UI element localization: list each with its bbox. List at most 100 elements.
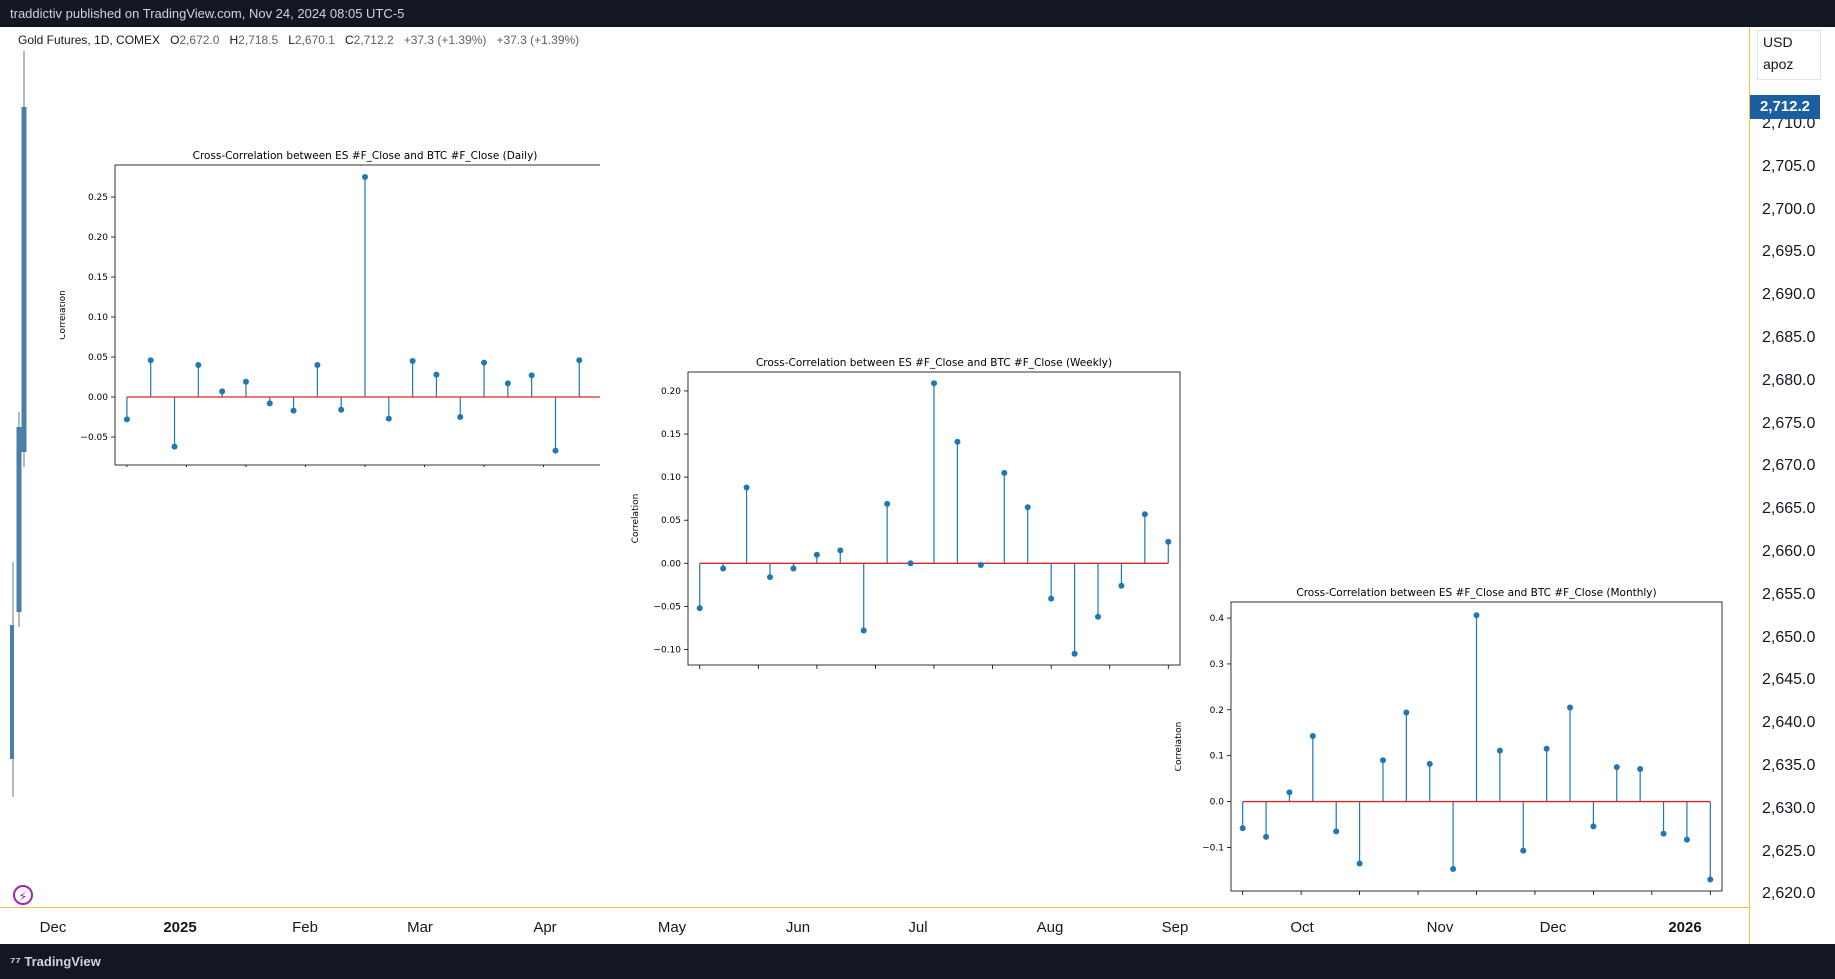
stem-marker (1543, 745, 1550, 752)
open-key: O (170, 33, 180, 47)
plot-frame (114, 164, 600, 466)
y-tick-label: 0.4 (1210, 614, 1225, 624)
stem-marker (1520, 847, 1527, 854)
stem-marker (147, 357, 154, 364)
tradingview-logo[interactable]: ⁷⁷ TradingView (10, 944, 101, 979)
stem-marker (1309, 732, 1316, 739)
price-axis-label: 2,690.0 (1762, 286, 1816, 304)
change-value-2: +37.3 (+1.39%) (496, 33, 580, 47)
stem-marker (720, 565, 727, 572)
price-axis-label: 2,670.0 (1762, 457, 1816, 475)
time-axis-label: Oct (1290, 919, 1314, 936)
publisher-text: traddictiv published on TradingView.com,… (10, 6, 405, 21)
plot-title: Cross-Correlation between ES #F_Close an… (1296, 587, 1656, 599)
weekly-xcorr-plot: Cross-Correlation between ES #F_Close an… (631, 357, 1181, 669)
stem-marker (1590, 823, 1597, 830)
y-axis-label: Correlation (631, 494, 641, 544)
stem-marker (1118, 582, 1125, 589)
currency-label: USD (1763, 34, 1793, 50)
y-tick-label: 0.20 (88, 233, 108, 243)
time-axis-label: Dec (39, 919, 67, 936)
currency-selector[interactable]: USD apoz (1757, 30, 1821, 80)
stem-marker (1613, 764, 1620, 771)
price-axis-label: 2,680.0 (1762, 371, 1816, 389)
price-axis[interactable]: 2,710.0 2,705.0 2,700.0 2,695.0 2,690.0 2,685… (1749, 27, 1835, 944)
close-key: C (344, 33, 354, 47)
stem-marker (1496, 747, 1503, 754)
tv-logo-icon: ⁷⁷ (10, 954, 21, 969)
stem-marker (1239, 825, 1246, 832)
stem-marker (1165, 538, 1172, 545)
stem-marker (1683, 836, 1690, 843)
stem-marker (219, 388, 226, 395)
stem-marker (767, 574, 773, 581)
price-axis-label: 2,630.0 (1762, 799, 1816, 817)
time-axis[interactable]: Dec 2025 Feb Mar Apr May Jun Jul Aug Sep Oct Nov Dec… (0, 907, 1749, 945)
candle-body (21, 107, 27, 452)
y-tick-label: 0.15 (661, 430, 681, 440)
time-axis-label: Nov (1426, 919, 1454, 936)
y-tick-label: 0.0 (1210, 798, 1225, 808)
y-tick-label: 0.25 (88, 193, 108, 203)
lightning-icon[interactable]: ⚡ (13, 885, 33, 905)
price-axis-label: 2,695.0 (1762, 243, 1816, 261)
time-axis-label: 2026 (1668, 919, 1702, 936)
price-axis-label: 2,660.0 (1762, 543, 1816, 560)
stem-marker (1333, 828, 1340, 835)
time-axis-label: May (657, 919, 687, 936)
y-axis-label: Correlation (60, 290, 68, 340)
y-tick-label: −0.10 (653, 645, 681, 655)
y-tick-label: −0.1 (1202, 843, 1224, 853)
stem-marker (860, 627, 867, 634)
close-value: 2,712.2 (353, 33, 394, 47)
time-axis-label: Dec (1539, 919, 1567, 936)
current-price-tag: 2,712.2 (1750, 95, 1820, 119)
stem-marker (481, 359, 488, 366)
stem-marker (696, 605, 703, 612)
price-axis-label: 2,650.0 (1762, 628, 1816, 646)
stem-marker (266, 400, 273, 407)
low-key: L (288, 33, 295, 47)
chart-pane[interactable]: Gold Futures, 1D, COMEX O2,672.0 H2,718.… (0, 27, 1749, 907)
stem-marker (1567, 704, 1574, 711)
high-key: H (229, 33, 239, 47)
stem-marker (907, 560, 914, 567)
change-value: +37.3 (+1.39%) (403, 33, 487, 47)
stem-marker (385, 415, 392, 422)
time-axis-label: Aug (1036, 919, 1064, 936)
time-axis-label: 2025 (163, 919, 197, 936)
publish-header: traddictiv published on TradingView.com,… (0, 0, 1835, 27)
chart-container: Gold Futures, 1D, COMEX O2,672.0 H2,718.… (0, 27, 1835, 945)
price-axis-label: 2,685.0 (1762, 329, 1816, 346)
stem-marker (195, 362, 202, 368)
y-tick-label: −0.05 (653, 602, 681, 612)
stem-marker (813, 551, 820, 558)
stem-marker (1473, 612, 1480, 619)
stem-marker (338, 406, 345, 413)
y-tick-label: 0.15 (88, 273, 108, 283)
high-value: 2,718.5 (238, 33, 279, 47)
ohlc-legend: Gold Futures, 1D, COMEX O2,672.0 H2,718.… (18, 33, 579, 47)
stem-marker (1356, 860, 1363, 867)
candle-body (16, 427, 22, 612)
stem-marker (743, 484, 750, 491)
price-axis-label: 2,645.0 (1762, 671, 1816, 689)
stem-marker (790, 565, 797, 572)
price-axis-label: 2,625.0 (1762, 842, 1816, 860)
stem-marker (290, 407, 297, 414)
price-axis-label: 2,700.0 (1762, 200, 1816, 218)
y-tick-label: 0.20 (661, 387, 681, 397)
y-axis-label: Correlation (1175, 722, 1184, 772)
stem-marker (1379, 757, 1386, 764)
stem-marker (1450, 865, 1457, 872)
stem-marker (1426, 760, 1433, 767)
stem-marker (362, 174, 368, 180)
stem-marker (314, 362, 321, 368)
price-axis-label: 2,640.0 (1762, 714, 1816, 732)
stem-marker (1001, 469, 1008, 476)
stem-marker (1286, 789, 1293, 796)
y-tick-label: 0.10 (661, 473, 681, 483)
price-axis-label: 2,635.0 (1762, 757, 1816, 774)
plot-title: Cross-Correlation between ES #F_Close an… (193, 150, 538, 162)
time-axis-label: Sep (1161, 919, 1189, 936)
